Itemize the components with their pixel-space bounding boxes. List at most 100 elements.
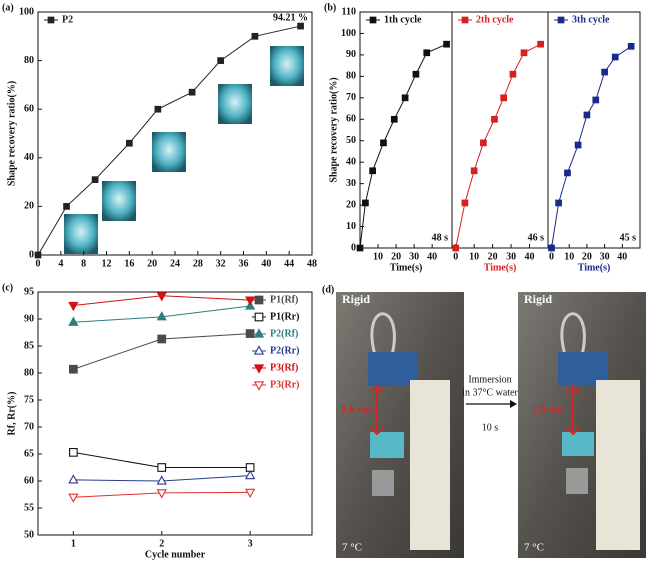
arrow-text: Immersion (468, 374, 511, 385)
y-tick-label: 10 (346, 221, 356, 232)
legend-marker (461, 16, 469, 24)
y-axis-label: Shape recovery ratio(%) (328, 77, 339, 182)
legend-label: P1(Rr) (270, 311, 299, 322)
panel-label: (c) (2, 282, 13, 293)
marker (443, 40, 450, 48)
legend-label: 1th cycle (384, 14, 422, 25)
x-tick-label: 0 (549, 251, 554, 262)
marker (520, 49, 528, 57)
y-tick-label: 50 (346, 135, 356, 146)
x-tick-label: 1 (71, 538, 76, 549)
y-tick-label: 0 (351, 242, 356, 253)
x-tick-label: 24 (170, 258, 180, 269)
x-tick-label: 40 (617, 251, 627, 262)
legend-marker (557, 16, 565, 24)
y-tick-label: 70 (346, 92, 356, 103)
y-tick-label: 65 (24, 448, 34, 459)
marker (156, 475, 167, 485)
y-tick-label: 20 (24, 201, 34, 212)
marker (583, 111, 591, 119)
x-tick-label: 20 (582, 251, 592, 262)
legend-label: P2(Rr) (270, 345, 299, 356)
y-tick-label: 50 (24, 529, 34, 540)
marker (157, 463, 167, 472)
x-tick-label: 36 (239, 258, 249, 269)
x-axis-label: Time(s) (390, 262, 423, 273)
clip-left (368, 312, 450, 550)
legend-label: 3th cycle (572, 14, 610, 25)
marker (68, 474, 79, 484)
y-tick-label: 80 (24, 367, 34, 378)
marker (69, 364, 78, 374)
marker (401, 94, 409, 102)
temp-label: 7 °C (524, 542, 544, 554)
legend-label: P2 (62, 14, 73, 25)
legend-marker (253, 328, 265, 338)
y-tick-label: 30 (346, 178, 356, 189)
x-axis-label: Time(s) (484, 262, 517, 273)
y-tick-label: 100 (19, 6, 34, 17)
annotation: 48 s (432, 232, 449, 243)
x-tick-label: 30 (409, 251, 419, 262)
x-tick-label: 30 (506, 251, 516, 262)
marker (91, 176, 99, 184)
y-tick-label: 110 (342, 6, 356, 17)
marker (356, 244, 364, 252)
series-line (551, 45, 632, 249)
marker (423, 49, 431, 57)
x-tick-label: 48 (307, 258, 317, 269)
y-tick-label: 40 (24, 152, 34, 163)
legend-label: P1(Rf) (270, 294, 298, 305)
y-tick-label: 55 (24, 502, 34, 513)
marker (380, 139, 387, 147)
marker (452, 244, 460, 252)
panel-label: (a) (2, 2, 14, 13)
marker (480, 139, 487, 147)
legend-label: P3(Rf) (270, 362, 298, 373)
marker (390, 115, 398, 123)
marker (548, 244, 555, 252)
y-tick-label: 40 (346, 156, 356, 167)
marker (245, 296, 256, 306)
annotation: 45 s (620, 232, 637, 243)
y-tick-label: 80 (24, 55, 34, 66)
y-tick-label: 100 (341, 28, 356, 39)
y-tick-label: 60 (346, 114, 356, 125)
x-tick-label: 0 (36, 258, 41, 269)
x-tick-label: 20 (488, 251, 498, 262)
arrow-head (510, 400, 517, 408)
x-tick-label: 20 (147, 258, 157, 269)
marker (251, 32, 259, 40)
y-tick-label: 60 (24, 475, 34, 486)
x-tick-label: 0 (453, 251, 458, 262)
temp-label: 7 °C (342, 542, 362, 554)
x-tick-label: 2 (159, 538, 164, 549)
x-tick-label: 20 (391, 251, 401, 262)
marker (297, 22, 304, 30)
gap-label: 2.0 cm (532, 404, 563, 416)
series-line (455, 43, 541, 249)
arrow-text: in 37°C water (462, 387, 518, 398)
x-tick-label: 40 (525, 251, 535, 262)
legend-marker (253, 345, 265, 355)
x-axis-label: Time(s) (578, 262, 611, 273)
marker (245, 488, 256, 499)
marker (611, 53, 619, 61)
x-tick-label: 4 (58, 258, 63, 269)
marker (470, 167, 478, 175)
marker (68, 316, 79, 326)
marker (188, 88, 196, 96)
legend-marker (254, 312, 264, 322)
marker (156, 489, 167, 499)
x-tick-label: 32 (216, 258, 226, 269)
plot-frame (547, 11, 641, 249)
cup-photo (102, 181, 136, 221)
legend-marker (253, 381, 265, 391)
legend-marker (369, 16, 377, 24)
cup-photo (270, 46, 304, 86)
panel-label: (b) (324, 2, 336, 13)
marker (412, 70, 420, 78)
marker (157, 334, 167, 344)
marker (509, 70, 517, 78)
y-axis-label: Shape recovery ratio(%) (6, 81, 17, 186)
